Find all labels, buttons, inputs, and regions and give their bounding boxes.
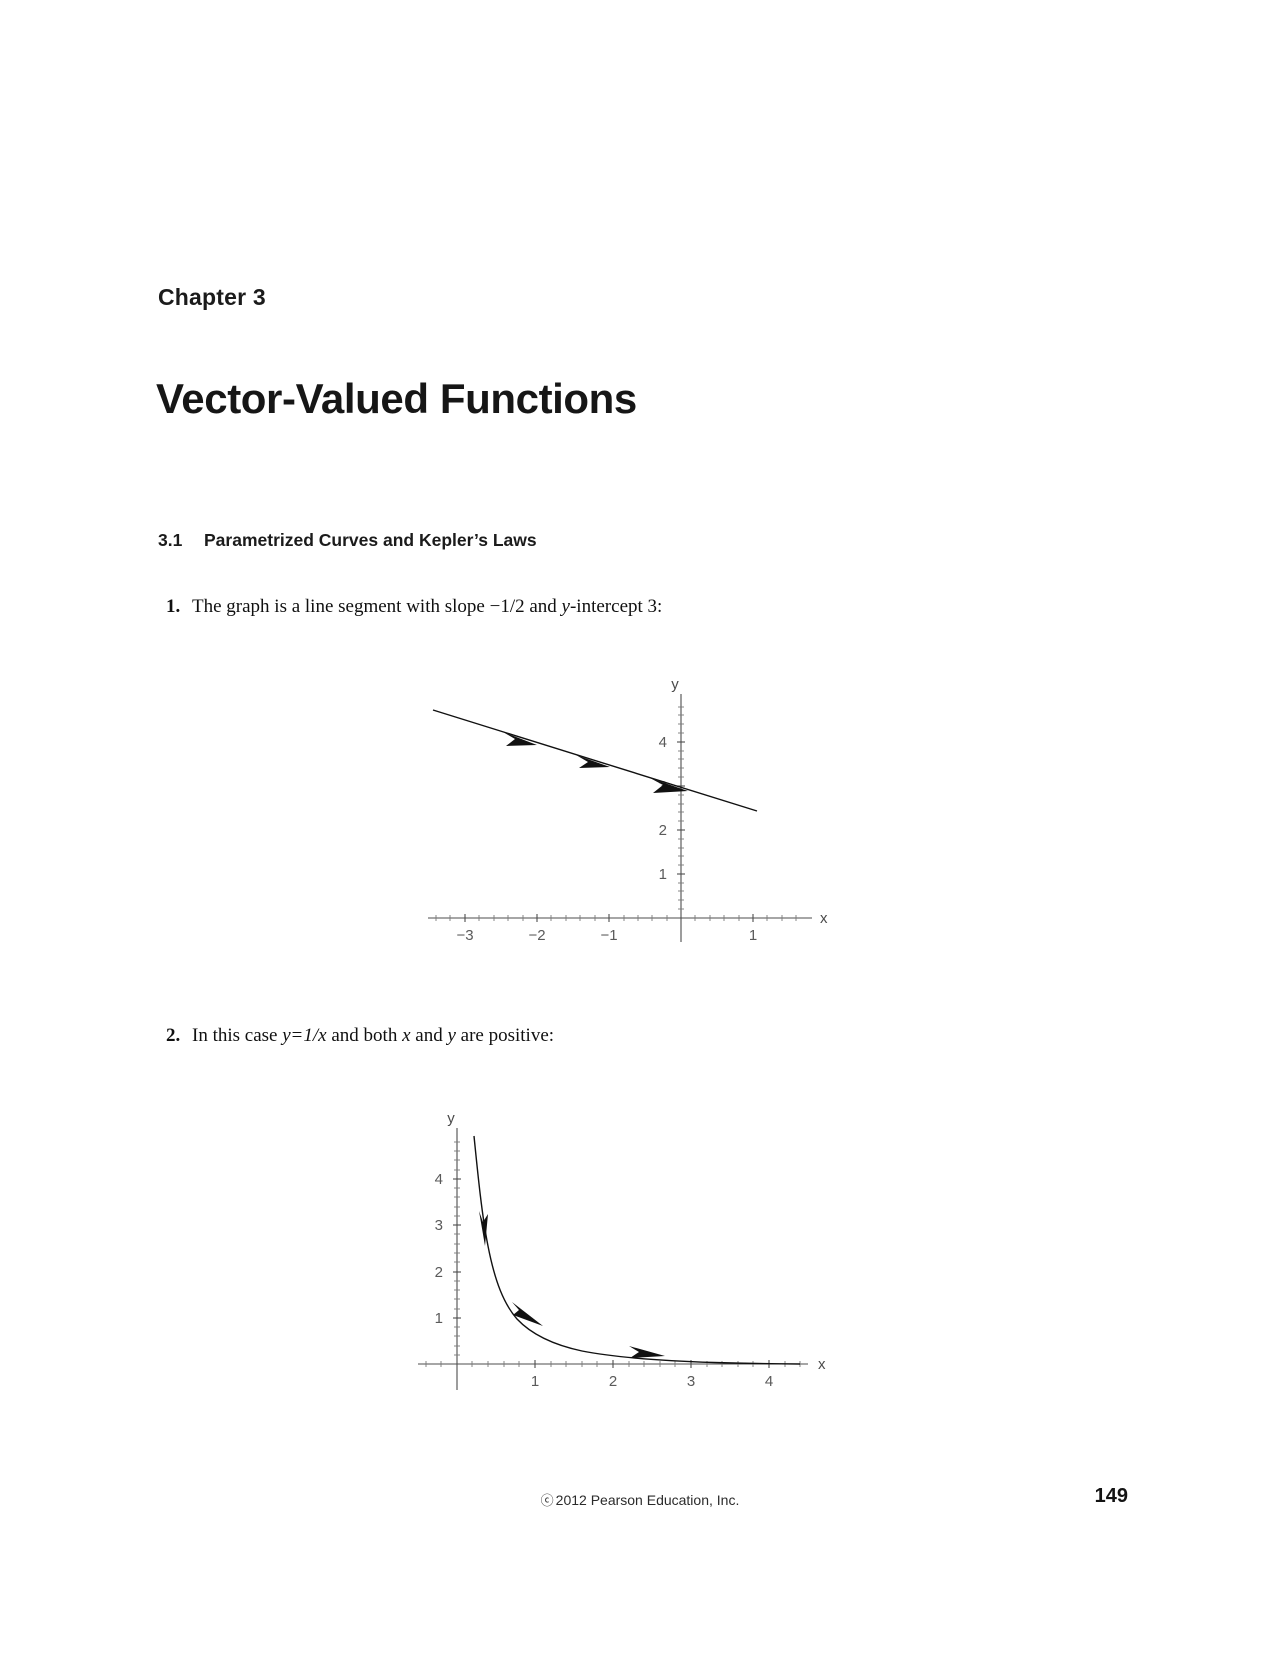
page-number: 149 (1094, 1485, 1128, 1507)
y-tick-labels: 1 2 3 4 (659, 734, 667, 883)
data-series-line (432, 709, 758, 812)
problem-2-text-part-2: and both (326, 1025, 403, 1046)
problem-item-2: 2. In this case y=1/x and both x and y ar… (166, 1024, 554, 1049)
problem-2-math-variable-x: x (402, 1025, 411, 1046)
problem-2-math-variable-y2: y (447, 1025, 456, 1046)
problem-number: 2. (166, 1025, 181, 1046)
x-tick-label: −2 (528, 927, 545, 944)
problem-item-1: 1. The graph is a line segment with slope… (166, 595, 662, 620)
section-number: 3.1 (158, 530, 183, 550)
y-tick-label: 3 (435, 1217, 443, 1234)
chart-figure-1: x (428, 676, 828, 944)
chapter-label: Chapter 3 (158, 284, 266, 310)
problem-number: 1. (166, 596, 181, 617)
x-tick-labels: −3 −2 −1 1 (456, 927, 757, 944)
problem-text: In this case y=1/x and both x and y are … (192, 1025, 554, 1046)
y-tick-label: 2 (659, 822, 667, 839)
problem-1-text-part-3: -intercept (569, 596, 648, 617)
footer-copyright: ⓒ 2012 Pearson Education, Inc. (0, 1490, 1280, 1509)
x-tick-labels: 1 2 3 4 (531, 1373, 773, 1390)
x-axis-label: x (818, 1356, 826, 1373)
x-axis-label: x (820, 910, 828, 927)
y-tick-labels: 1 2 3 4 (435, 1171, 443, 1327)
x-axis: x (428, 910, 828, 927)
problem-1-text-part-1: The graph is a line segment with slope (192, 596, 490, 617)
problem-1-math-variable-y: y (561, 596, 570, 617)
direction-arrow (503, 732, 537, 746)
x-tick-label: 3 (687, 1373, 695, 1390)
section-title: Parametrized Curves and Kepler’s Laws (204, 530, 537, 550)
direction-arrow (629, 1346, 665, 1358)
copyright-icon: ⓒ (540, 1493, 554, 1508)
chart-figure-2: x (418, 1110, 826, 1390)
y-tick-label: 1 (659, 866, 667, 883)
x-tick-label: 1 (531, 1373, 539, 1390)
figure-line-segment: x (400, 676, 840, 961)
x-tick-label: −1 (600, 927, 617, 944)
y-tick-label: 1 (435, 1310, 443, 1327)
direction-arrow (479, 1211, 488, 1246)
x-tick-label: 4 (765, 1373, 773, 1390)
problem-1-text-part-4: : (657, 596, 663, 617)
y-axis-label: y (671, 676, 679, 693)
problem-1-text-part-2: and (524, 596, 562, 617)
y-tick-label: 2 (435, 1264, 443, 1281)
problem-2-math-equals: = (291, 1025, 303, 1046)
x-tick-label: 1 (749, 927, 757, 944)
problem-2-text-part-1: In this case (192, 1025, 283, 1046)
problem-2-text-part-4: are positive: (455, 1025, 555, 1046)
problem-2-text-part-3: and (410, 1025, 448, 1046)
direction-arrow (650, 778, 688, 793)
y-axis-label: y (447, 1110, 455, 1127)
y-tick-label: 4 (659, 734, 667, 751)
figure-hyperbola: x (396, 1106, 846, 1411)
y-axis: y (447, 1110, 461, 1390)
problem-1-math-intercept: 3 (647, 596, 658, 617)
page-title: Vector-Valued Functions (156, 375, 637, 422)
y-tick-label: 4 (435, 1171, 443, 1188)
y-axis: y (671, 676, 685, 942)
x-tick-label: −3 (456, 927, 473, 944)
problem-text: The graph is a line segment with slope −… (192, 596, 662, 617)
x-tick-label: 2 (609, 1373, 617, 1390)
direction-arrow (512, 1302, 543, 1326)
copyright-text: 2012 Pearson Education, Inc. (555, 1492, 740, 1508)
problem-2-math-variable-y: y (282, 1025, 291, 1046)
problem-2-math-expression: 1/x (303, 1025, 327, 1046)
data-series-hyperbola (473, 1135, 801, 1365)
section-heading: 3.1 Parametrized Curves and Kepler’s Laws (158, 530, 537, 551)
direction-arrow (576, 755, 610, 768)
problem-1-math-slope: −1/2 (489, 596, 525, 617)
x-axis: x (418, 1356, 826, 1373)
